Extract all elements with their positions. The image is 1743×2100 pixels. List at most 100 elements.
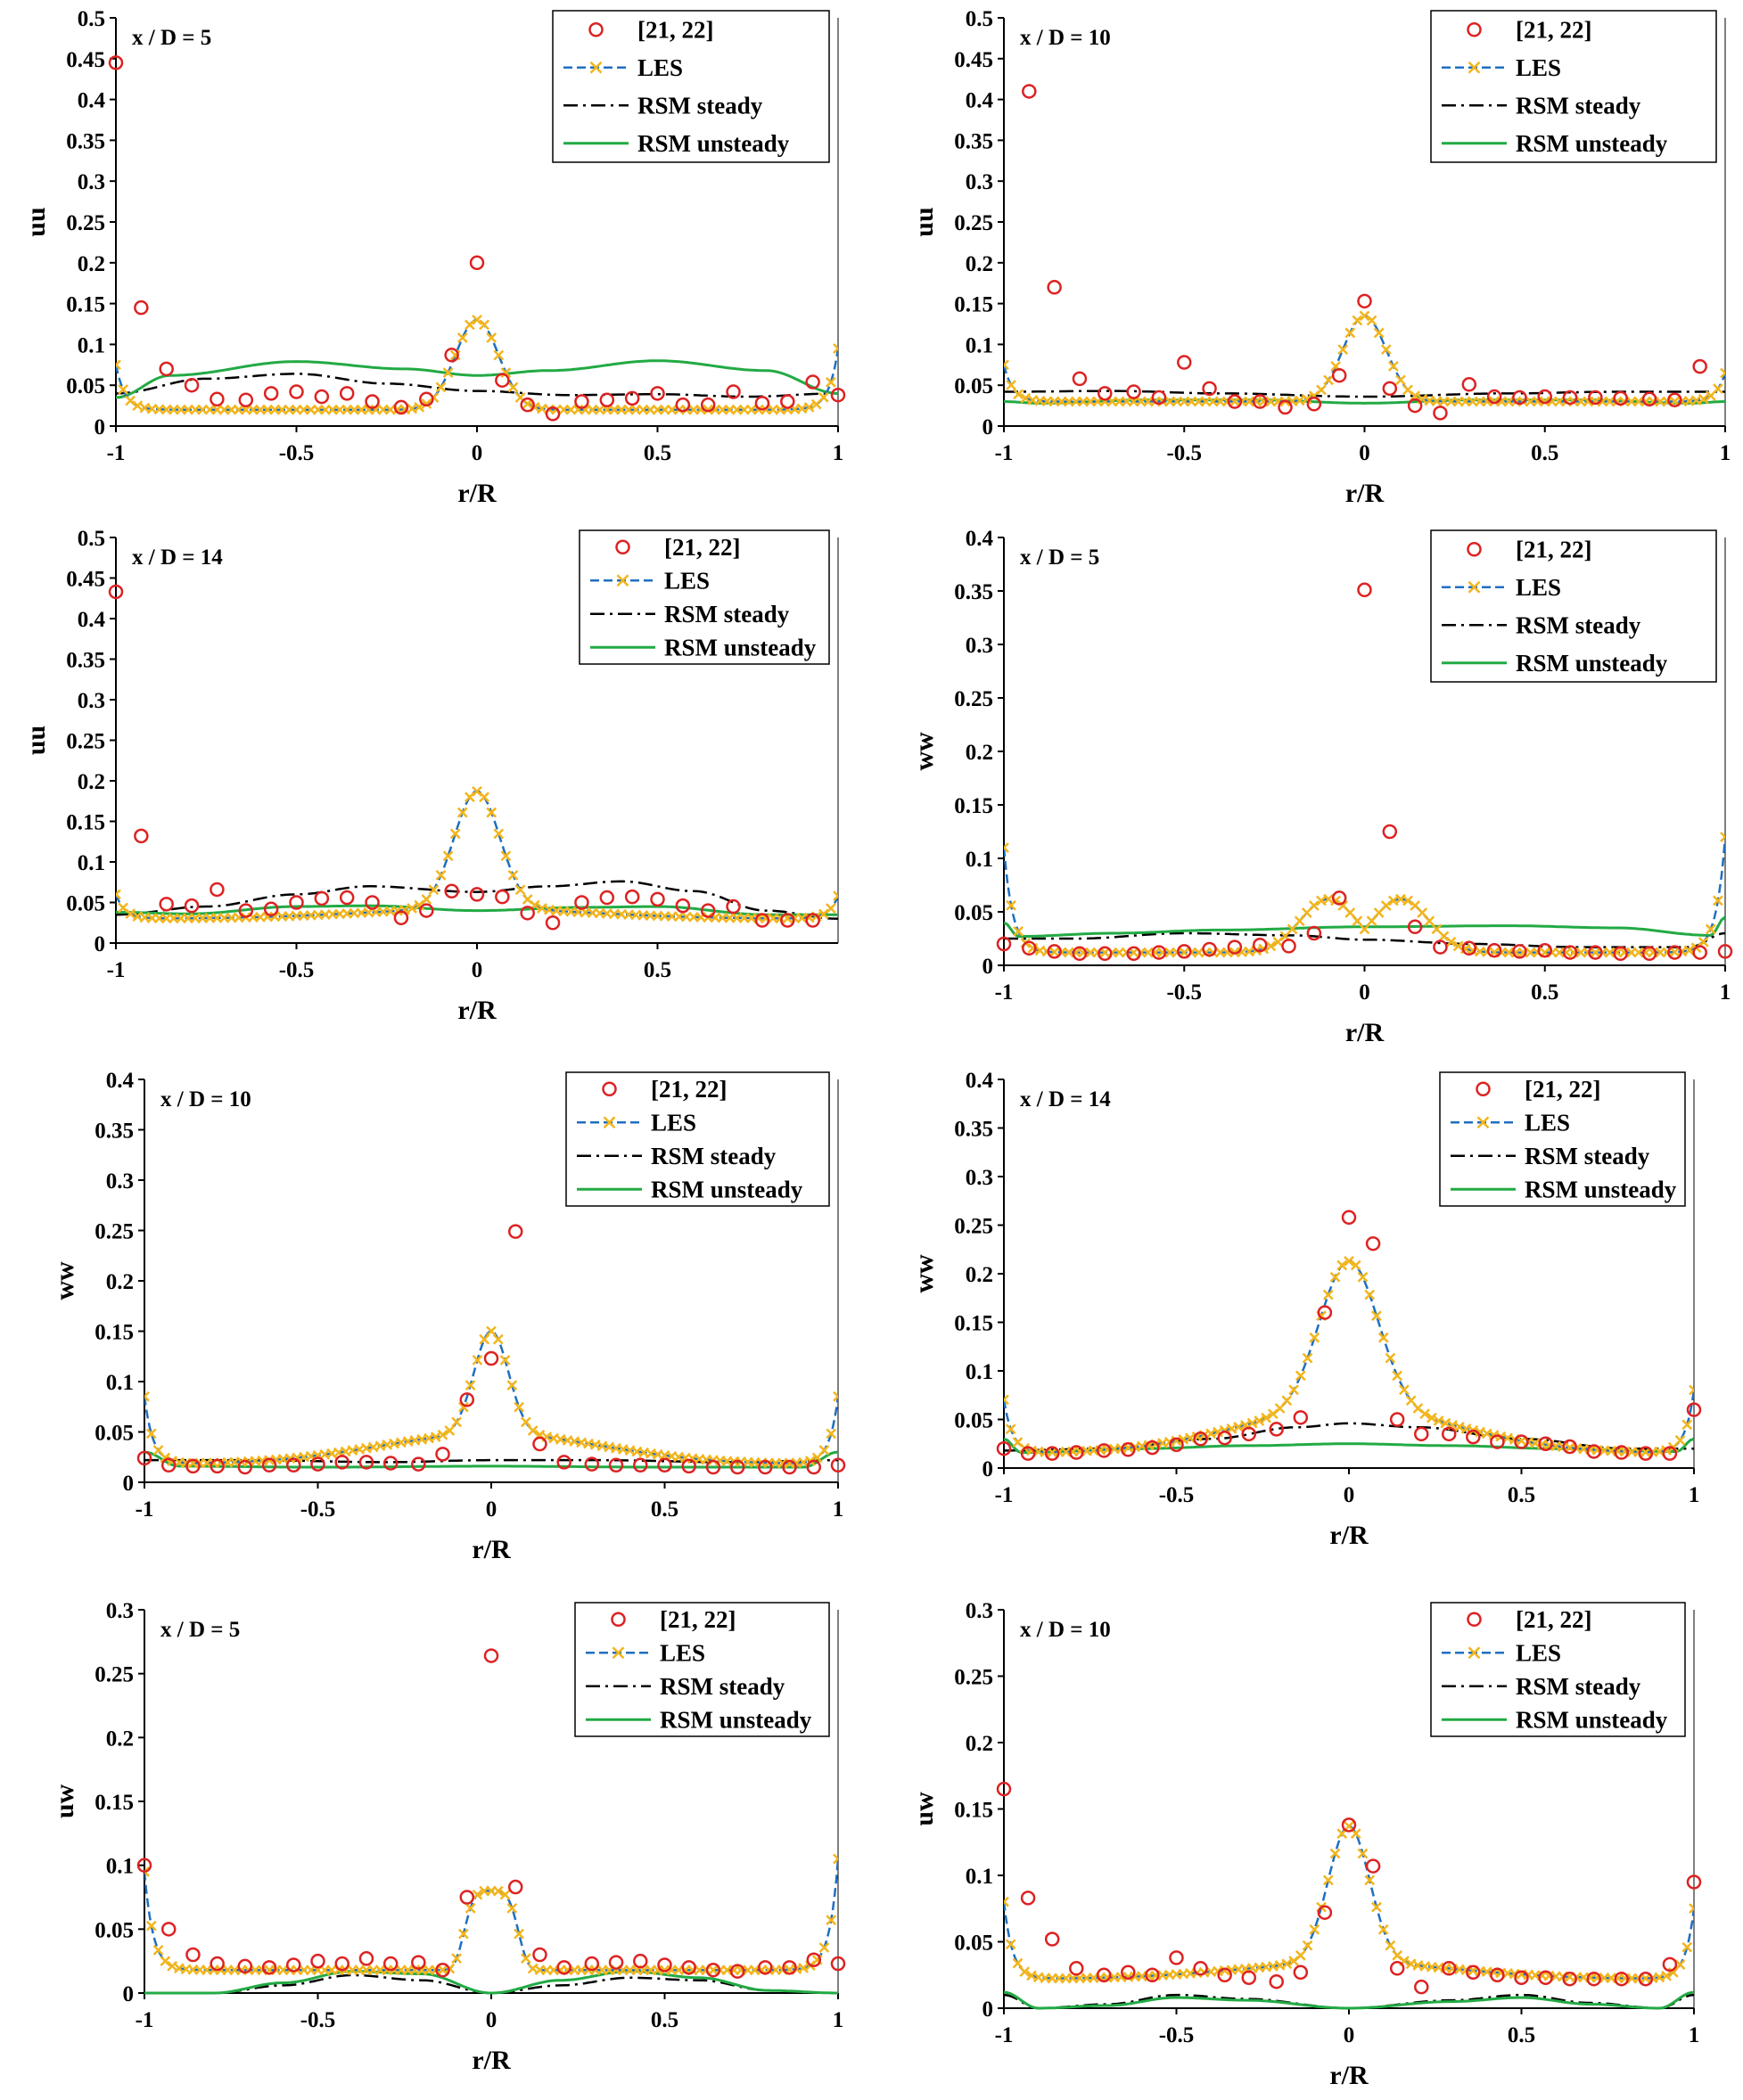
les-marker — [167, 1960, 178, 1972]
les-marker — [1681, 1941, 1693, 1953]
experiment-point — [1586, 1444, 1602, 1459]
y-tick-label: 0.15 — [954, 1312, 993, 1336]
experiment-point — [1414, 1426, 1429, 1442]
x-axis-label: r/R — [472, 1535, 511, 1564]
y-tick-label: 0.1 — [966, 1865, 993, 1889]
experiment-point — [358, 1951, 374, 1966]
les-marker — [1433, 1415, 1444, 1426]
experiment-point — [599, 890, 615, 906]
les-marker — [486, 332, 497, 343]
experiment-point — [108, 584, 124, 600]
legend: [21, 22] LES RSM steady RSM unsteady — [565, 1071, 830, 1207]
plot-area — [144, 1325, 838, 1469]
les-marker — [833, 890, 838, 902]
experiment-point — [681, 1458, 696, 1474]
les-marker — [1295, 1949, 1306, 1961]
chart-panel: 0 0.05 0.1 0.15 0.2 0.25 0.3 0.35 0.4 0.45 0.5 -1 -0… — [21, 527, 839, 1025]
series-les-line — [116, 790, 838, 920]
experiment-point — [556, 1455, 571, 1470]
legend-label: RSM unsteady — [1516, 650, 1668, 677]
x-tick-label: 0 — [486, 2008, 497, 2032]
y-tick-label: 0.5 — [966, 7, 993, 31]
y-tick-label: 0.4 — [966, 1069, 994, 1093]
experiment-point — [1096, 1443, 1112, 1458]
y-tick-label: 0 — [982, 415, 994, 439]
station-annotation: x / D = 10 — [1020, 1618, 1111, 1642]
experiment-point — [700, 903, 716, 918]
experiment-point — [1433, 939, 1448, 955]
y-tick-label: 0.25 — [66, 211, 105, 235]
les-marker — [1387, 360, 1399, 372]
legend-label: [21, 22] — [1516, 16, 1591, 43]
experiment-point — [700, 397, 716, 413]
les-marker — [1004, 1896, 1009, 1907]
les-marker — [1329, 1848, 1341, 1859]
experiment-point — [237, 1459, 253, 1475]
x-tick-label: -1 — [136, 2008, 154, 2032]
legend-label: RSM unsteady — [651, 1176, 803, 1202]
les-marker — [486, 1325, 497, 1337]
experiment-point — [261, 1960, 277, 1975]
les-marker — [465, 1902, 476, 1914]
les-marker — [444, 1425, 456, 1436]
y-tick-label: 0.1 — [78, 851, 105, 875]
experiment-point — [1020, 1446, 1036, 1461]
experiment-point — [393, 399, 409, 415]
experiment-point — [1227, 939, 1243, 955]
x-tick-label: -0.5 — [1166, 980, 1202, 1005]
experiment-point — [657, 1457, 672, 1473]
les-marker — [1357, 1271, 1369, 1283]
experiment-point — [1145, 1440, 1160, 1456]
experiment-point — [459, 1890, 475, 1905]
experiment-point — [1667, 945, 1682, 960]
x-tick-label: -0.5 — [279, 958, 315, 982]
experiment-point — [1151, 390, 1167, 406]
les-marker — [428, 884, 440, 896]
les-marker — [465, 319, 475, 331]
plot-area — [1004, 310, 1725, 407]
experiment-point — [1069, 1445, 1084, 1460]
les-marker — [442, 367, 454, 379]
experiment-point — [1278, 399, 1293, 415]
experiment-point — [780, 394, 795, 409]
les-marker — [826, 376, 836, 388]
les-marker — [145, 1920, 157, 1932]
les-marker — [1316, 384, 1327, 396]
legend: [21, 22] LES RSM steady RSM unsteady — [574, 1602, 830, 1737]
experiment-point — [1341, 1817, 1357, 1833]
les-marker — [500, 367, 512, 379]
experiment-point — [1177, 355, 1192, 370]
station-annotation: x / D = 14 — [1020, 1087, 1111, 1112]
station-annotation: x / D = 5 — [1020, 546, 1099, 570]
y-tick-label: 0.4 — [106, 1069, 135, 1093]
series-les-line — [144, 1858, 838, 1972]
y-tick-label: 0.4 — [78, 89, 106, 113]
experiment-point — [520, 906, 535, 921]
experiment-point — [705, 1459, 721, 1475]
x-tick-label: -1 — [995, 2023, 1014, 2047]
les-marker — [145, 1428, 157, 1440]
experiment-point — [1588, 945, 1603, 960]
series-rsm-steady — [116, 373, 838, 398]
les-marker — [421, 894, 432, 905]
legend-les-marker — [612, 1646, 625, 1660]
station-annotation: x / D = 10 — [1020, 26, 1111, 50]
experiment-point — [1686, 1874, 1702, 1890]
y-tick-label: 0.2 — [106, 1727, 134, 1751]
les-marker — [1380, 900, 1392, 911]
legend: [21, 22] LES RSM steady RSM unsteady — [1439, 1071, 1686, 1207]
experiment-point — [1044, 1446, 1060, 1461]
experiment-point — [780, 913, 795, 928]
x-tick-label: -1 — [107, 441, 126, 465]
les-marker — [1344, 327, 1356, 339]
y-tick-label: 0.25 — [954, 687, 993, 711]
experiment-point — [1641, 391, 1657, 407]
les-marker — [132, 400, 144, 411]
plot-area — [1004, 832, 1725, 958]
x-tick-label: 1 — [1720, 441, 1731, 465]
les-marker — [160, 1452, 171, 1464]
experiment-point — [310, 1456, 325, 1472]
les-marker — [1387, 895, 1399, 906]
x-tick-label: -1 — [995, 1483, 1014, 1507]
les-marker — [1364, 1289, 1376, 1300]
